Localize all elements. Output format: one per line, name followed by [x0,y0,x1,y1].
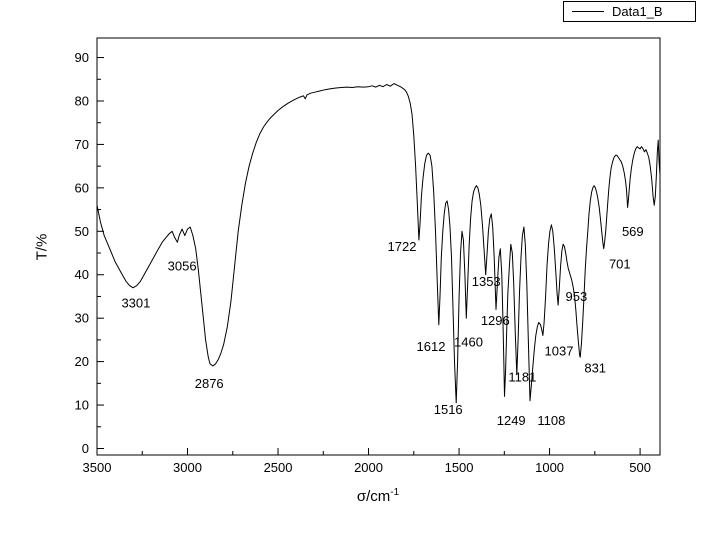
x-tick-label: 2500 [264,460,293,475]
peak-label-2876: 2876 [195,376,224,391]
peak-label-1460: 1460 [454,335,483,350]
x-axis-title-base: σ/cm [356,488,391,505]
legend-line-sample [572,11,604,12]
y-tick-label: 0 [82,441,89,456]
peak-label-1181: 1181 [508,369,536,384]
peak-label-569: 569 [622,224,644,239]
peak-label-1612: 1612 [417,339,446,354]
y-tick-label: 40 [75,267,89,282]
plot-border [96,37,661,456]
legend-label: Data1_B [612,4,663,19]
peak-label-1108: 1108 [537,413,565,428]
y-tick-label: 90 [75,50,89,65]
peak-label-1353: 1353 [472,274,501,289]
y-tick-label: 70 [75,137,89,152]
peak-label-831: 831 [584,361,606,376]
y-tick-label: 10 [75,398,89,413]
x-tick-label: 2000 [354,460,383,475]
peak-label-1722: 1722 [388,239,417,254]
peak-label-1249: 1249 [497,413,526,428]
peak-label-1037: 1037 [545,343,574,358]
y-tick-label: 80 [75,93,89,108]
x-tick-label: 3000 [173,460,202,475]
y-tick-label: 60 [75,180,89,195]
x-tick-label: 1500 [445,460,474,475]
y-axis-title: T/% [33,233,51,261]
x-tick-label: 500 [629,460,651,475]
legend: Data1_B [563,1,696,22]
y-tick-label: 30 [75,311,89,326]
peak-label-953: 953 [566,289,588,304]
x-axis-title-exponent: -1 [390,487,400,498]
x-axis-title: σ/cm-1 [357,487,399,505]
peak-label-1516: 1516 [434,402,463,417]
y-tick-label: 20 [75,354,89,369]
x-tick-label: 3500 [83,460,112,475]
peak-label-701: 701 [609,256,631,271]
spectrum-trace [96,83,661,404]
peak-label-1296: 1296 [481,313,510,328]
x-tick-label: 1000 [535,460,564,475]
peak-label-3056: 3056 [168,259,197,274]
y-tick-label: 50 [75,224,89,239]
peak-label-3301: 3301 [121,296,150,311]
